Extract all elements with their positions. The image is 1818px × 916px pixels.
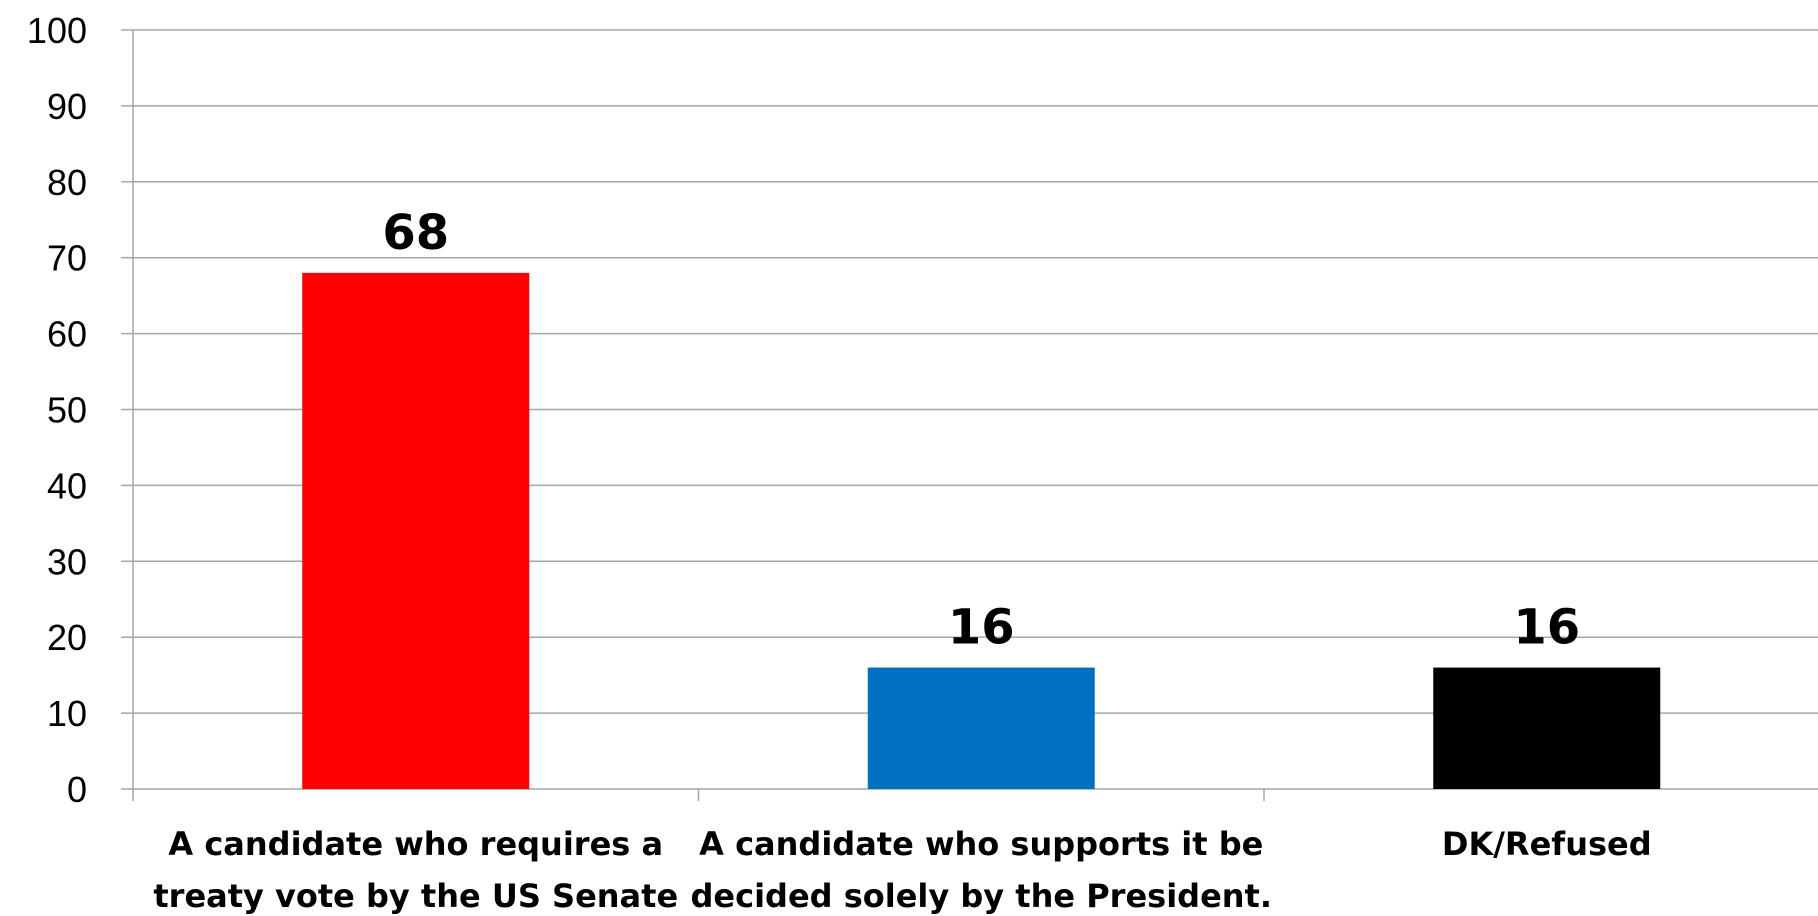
- y-tick-label: 60: [47, 314, 87, 355]
- x-category-label: A candidate who supports it be: [699, 825, 1263, 863]
- x-axis: [132, 788, 1818, 801]
- x-category-label: decided solely by the President.: [691, 877, 1273, 915]
- data-label: 68: [382, 205, 449, 261]
- bars: [302, 272, 1661, 789]
- data-label: 16: [1513, 600, 1580, 656]
- bar: [302, 272, 530, 789]
- y-tick-label: 90: [47, 86, 87, 127]
- y-tick-label: 50: [47, 390, 87, 431]
- y-tick-label: 20: [47, 617, 87, 658]
- category-labels: A candidate who requires a treaty vote by…: [153, 825, 1651, 915]
- bar: [1433, 667, 1661, 789]
- data-label: 16: [948, 600, 1015, 656]
- y-tick-label: 70: [47, 238, 87, 279]
- y-tick-label: 80: [47, 162, 87, 203]
- x-category-label: treaty vote by the US Senate: [153, 877, 678, 915]
- bar: [867, 667, 1095, 789]
- y-tick-label: 0: [67, 769, 87, 810]
- y-tick-label: 30: [47, 541, 87, 582]
- y-axis: 0 10 20 30 40 50 60 70 80 90 100: [27, 10, 134, 810]
- x-category-label: A candidate who requires a: [168, 825, 663, 863]
- y-tick-label: 10: [47, 693, 87, 734]
- x-category-label: DK/Refused: [1442, 825, 1652, 863]
- y-tick-label: 40: [47, 465, 87, 506]
- data-labels: 68 16 16: [382, 205, 1580, 656]
- y-tick-label: 100: [27, 10, 87, 51]
